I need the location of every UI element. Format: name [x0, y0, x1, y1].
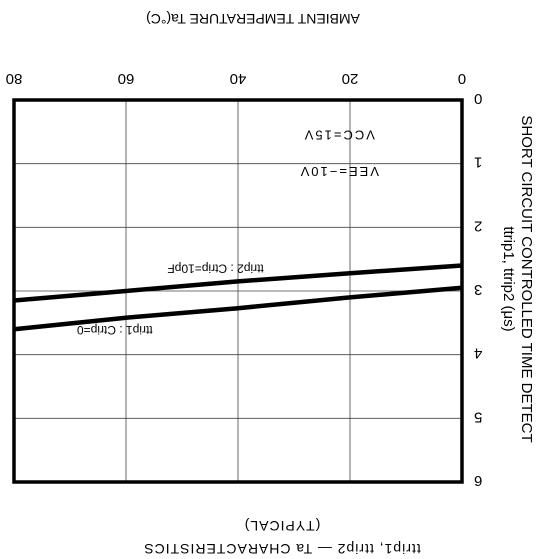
series-label-2: ttrip2 : Ctrip=10pF — [167, 261, 263, 275]
series-line-2 — [13, 285, 463, 332]
series-label-1: ttrip1 : Ctrip=0 — [77, 323, 153, 337]
y-tick-label: 6 — [474, 472, 482, 489]
y-tick-label: 4 — [474, 345, 482, 362]
x-tick-label: 20 — [342, 70, 359, 87]
y-tick-label: 5 — [474, 408, 482, 425]
x-tick-label: 60 — [118, 70, 135, 87]
y-tick-label: 2 — [474, 217, 482, 234]
grid — [14, 100, 462, 482]
x-tick-labels: 0 20 40 60 80 — [6, 70, 467, 87]
rotated-figure: ttrip1, ttrip2 — Ta CHARACTERISTICS (TYP… — [6, 11, 535, 557]
y-axis-label: SHORT CIRCUIT CONTROLLED TIME DETECT ttr… — [500, 115, 535, 442]
condition-label: VEE=−10V — [299, 164, 379, 179]
x-tick-label: 0 — [458, 70, 466, 87]
y-axis-label-line2: ttrip1, ttrip2 (μs) — [500, 226, 517, 331]
y-axis-label-line1: SHORT CIRCUIT CONTROLLED TIME DETECT — [518, 115, 535, 442]
y-tick-label: 1 — [474, 154, 482, 171]
condition-label: VCC=15V — [303, 128, 375, 143]
y-tick-labels: 0 1 2 3 4 5 6 — [474, 90, 482, 489]
annotations: ttrip1 : Ctrip=0 ttrip2 : Ctrip=10pF VCC=1… — [77, 128, 379, 337]
y-tick-label: 3 — [474, 281, 482, 298]
x-axis-label: AMBIENT TEMPERATURE Ta(°C) — [146, 11, 360, 27]
y-tick-label: 0 — [474, 90, 482, 107]
chart-subtitle: (TYPICAL) — [244, 518, 321, 534]
plot-frame — [12, 98, 464, 484]
series-line-1 — [13, 263, 463, 303]
series — [13, 263, 463, 332]
x-tick-label: 80 — [6, 70, 23, 87]
x-tick-label: 40 — [230, 70, 247, 87]
chart-title: ttrip1, ttrip2 — Ta CHARACTERISTICS — [143, 541, 420, 557]
